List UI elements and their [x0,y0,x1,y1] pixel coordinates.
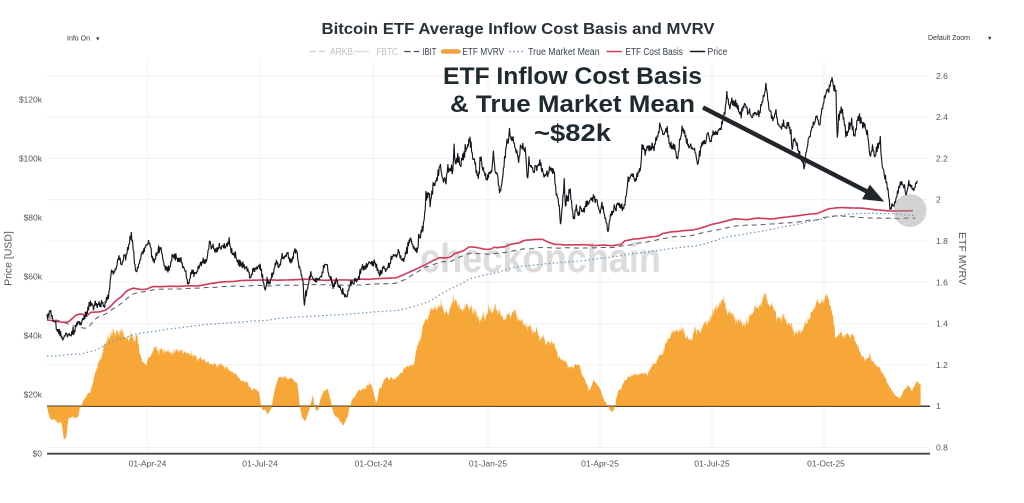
svg-text:IBIT: IBIT [422,47,436,58]
svg-text:1.8: 1.8 [936,236,948,246]
svg-text:Default Zoom: Default Zoom [928,35,970,42]
svg-text:01-Jan-25: 01-Jan-25 [469,459,508,469]
svg-text:$20k: $20k [24,390,43,400]
svg-text:$60k: $60k [24,272,43,282]
svg-text:ETF Inflow Cost Basis: ETF Inflow Cost Basis [443,63,702,90]
svg-text:01-Jul-25: 01-Jul-25 [694,459,730,469]
svg-text:01-Jul-24: 01-Jul-24 [242,459,278,469]
svg-text:True Market Mean: True Market Mean [528,47,600,58]
svg-text:ETF MVRV: ETF MVRV [956,232,968,285]
svg-text:2.6: 2.6 [936,71,948,81]
svg-text:Bitcoin ETF Average Inflow Cos: Bitcoin ETF Average Inflow Cost Basis an… [322,21,716,38]
svg-text:ETF Cost Basis: ETF Cost Basis [625,47,683,58]
svg-text:1: 1 [936,401,941,411]
svg-text:01-Oct-25: 01-Oct-25 [807,459,845,469]
svg-text:Price: Price [707,47,727,58]
svg-text:Price [USD]: Price [USD] [3,231,15,286]
svg-text:ETF MVRV: ETF MVRV [462,47,504,58]
svg-text:checkonchain: checkonchain [420,235,661,281]
svg-text:$0: $0 [33,449,43,459]
svg-text:$40k: $40k [24,331,43,341]
svg-text:01-Oct-24: 01-Oct-24 [355,459,393,469]
svg-text:Info On: Info On [67,36,90,43]
svg-text:$120k: $120k [19,95,43,105]
svg-text:1.6: 1.6 [936,277,948,287]
svg-text:▼: ▼ [95,37,100,43]
svg-text:2: 2 [936,195,941,205]
svg-text:$100k: $100k [19,154,43,164]
svg-text:01-Apr-25: 01-Apr-25 [581,459,619,469]
svg-text:2.4: 2.4 [936,112,948,122]
svg-text:FBTC: FBTC [376,47,398,58]
svg-text:01-Apr-24: 01-Apr-24 [129,459,167,469]
svg-text:▼: ▼ [987,36,992,42]
svg-text:$80k: $80k [24,213,43,223]
svg-text:~$82k: ~$82k [534,120,612,147]
svg-text:& True Market Mean: & True Market Mean [450,91,695,118]
svg-text:2.2: 2.2 [936,153,948,163]
svg-text:1.2: 1.2 [936,360,948,370]
svg-text:0.8: 0.8 [936,443,948,453]
svg-text:ARKB: ARKB [330,47,353,58]
svg-text:1.4: 1.4 [936,319,948,329]
